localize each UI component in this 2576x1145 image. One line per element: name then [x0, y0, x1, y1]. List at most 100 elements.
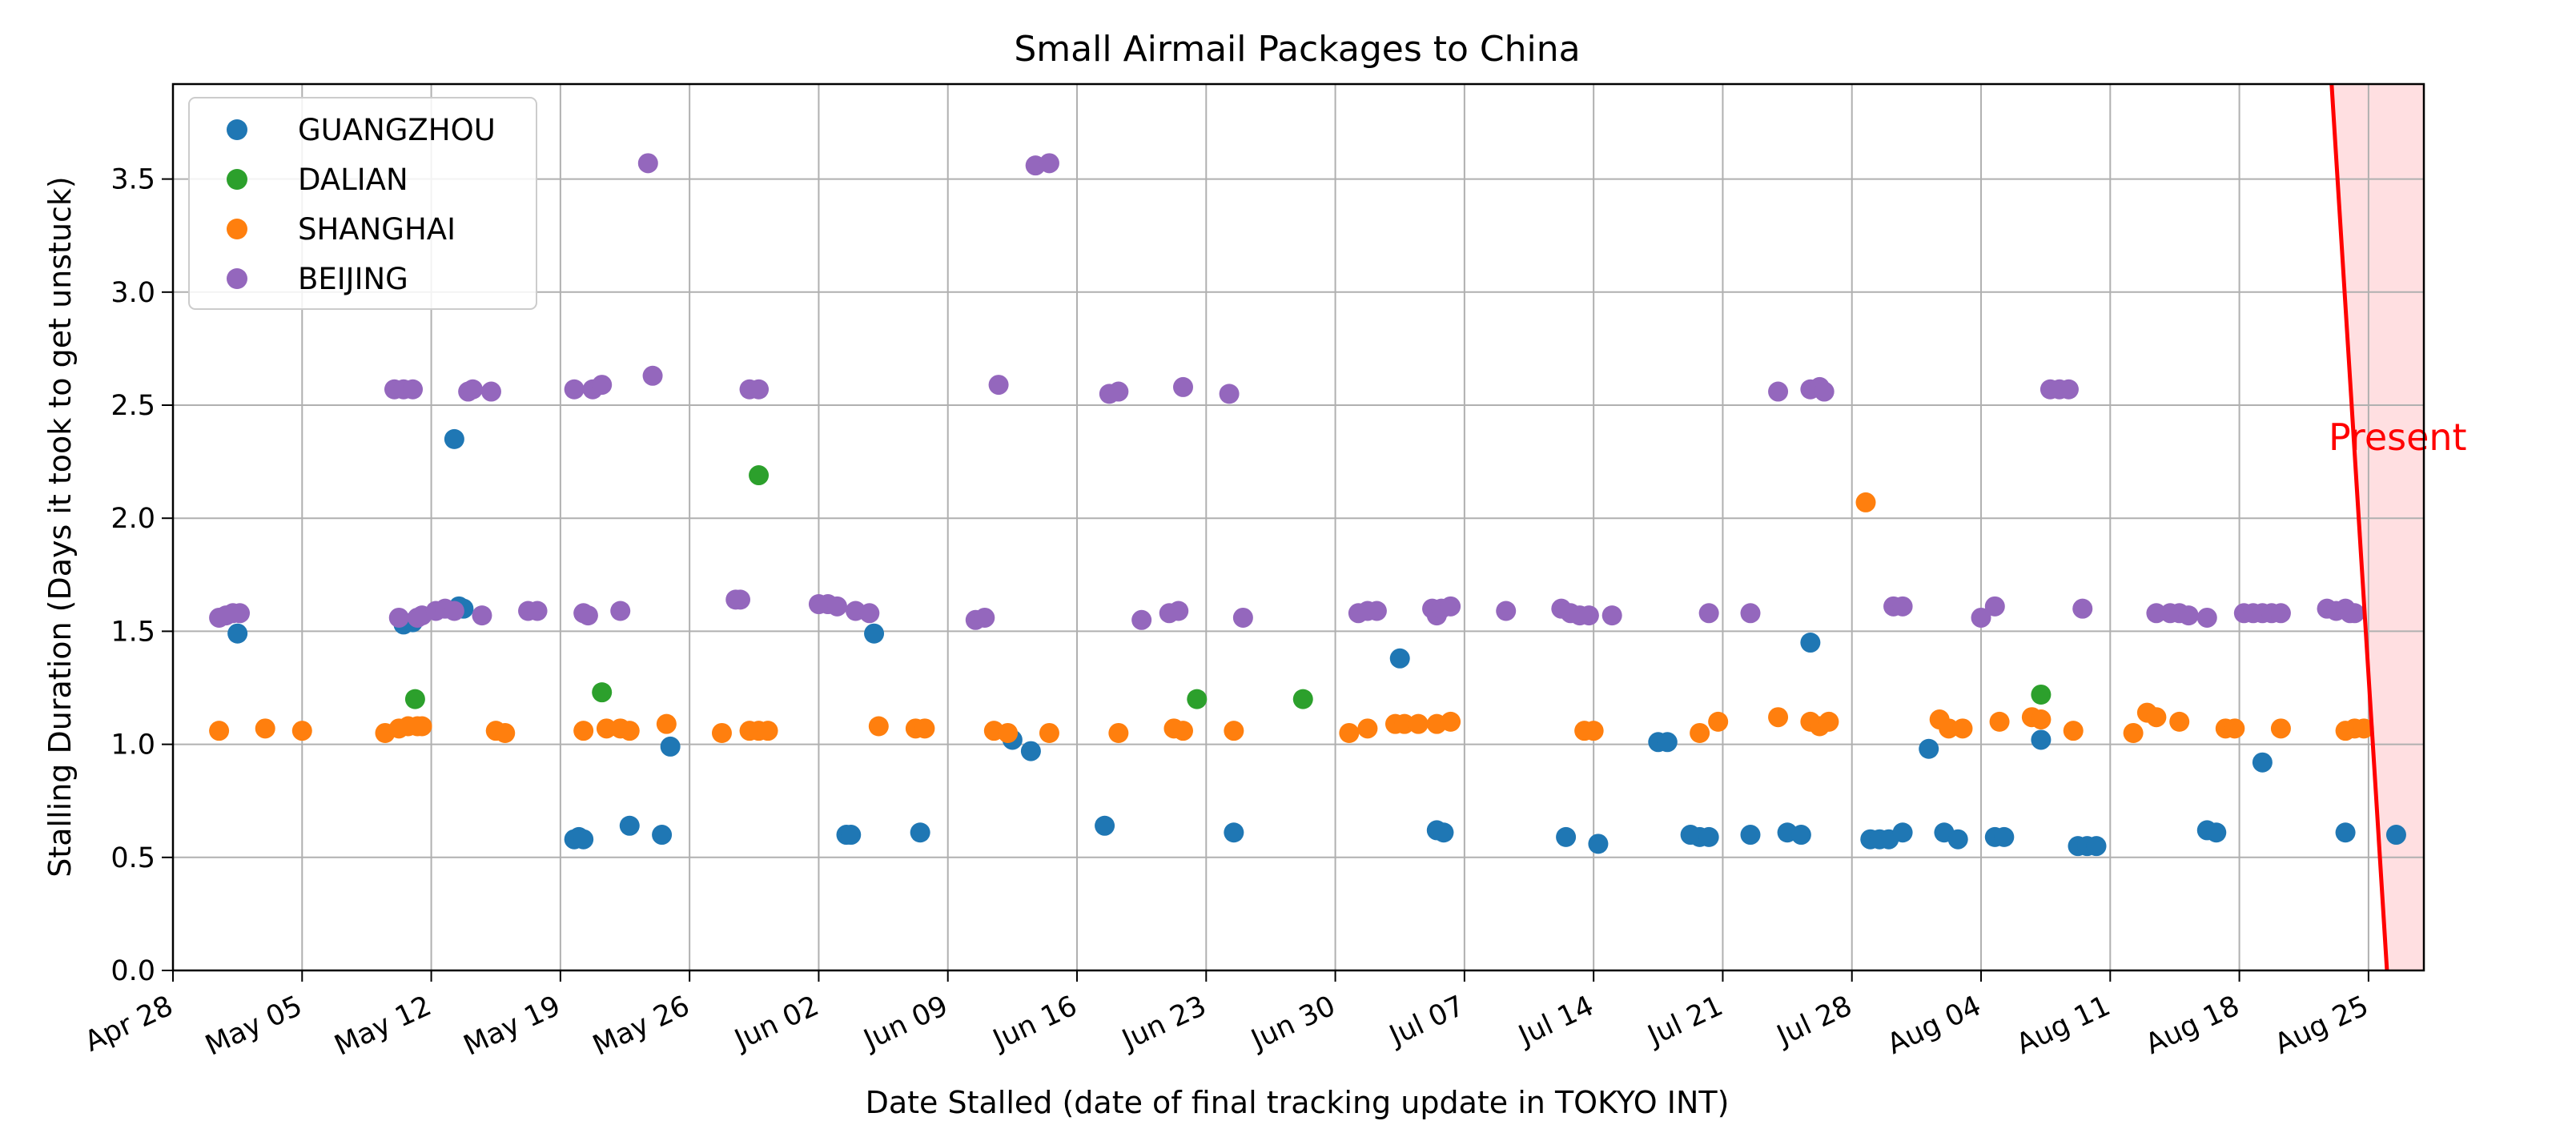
- data-point: [1952, 718, 1973, 739]
- data-point: [2353, 718, 2374, 739]
- legend-marker: [227, 219, 247, 239]
- data-point: [403, 379, 424, 400]
- data-point: [998, 722, 1019, 743]
- legend-label: DALIAN: [298, 163, 408, 197]
- data-point: [1971, 607, 1991, 628]
- data-point: [2206, 822, 2227, 843]
- data-point: [749, 379, 770, 400]
- data-point: [1939, 718, 1959, 739]
- data-point: [1818, 711, 1839, 732]
- present-region-layer: [2331, 84, 2424, 970]
- data-point: [462, 379, 483, 400]
- data-point: [1095, 815, 1115, 836]
- data-point: [480, 381, 501, 402]
- data-point: [2123, 722, 2144, 743]
- data-point: [1224, 822, 1244, 843]
- data-point: [592, 682, 613, 703]
- data-point: [1708, 711, 1729, 732]
- data-point: [910, 822, 930, 843]
- data-point: [230, 603, 251, 624]
- data-point: [592, 375, 613, 396]
- data-point: [1583, 721, 1604, 741]
- data-point: [2031, 709, 2052, 730]
- data-point: [1441, 711, 1461, 732]
- data-point: [1892, 822, 1913, 843]
- data-point: [1588, 834, 1609, 854]
- y-tick-label: 0.0: [111, 955, 155, 987]
- data-point: [711, 722, 732, 743]
- legend-marker: [227, 119, 247, 140]
- x-axis-label: Date Stalled (date of final tracking upd…: [866, 1085, 1730, 1120]
- y-tick-label: 3.5: [111, 164, 155, 196]
- data-point: [1994, 826, 2015, 847]
- data-point: [988, 375, 1009, 396]
- y-tick-label: 0.5: [111, 842, 155, 874]
- data-point: [2031, 729, 2052, 750]
- data-point: [1039, 722, 1059, 743]
- data-point: [444, 601, 464, 621]
- data-point: [404, 689, 425, 709]
- data-point: [2086, 836, 2107, 857]
- data-point: [1556, 826, 1577, 847]
- data-point: [1108, 722, 1129, 743]
- data-point: [573, 829, 594, 850]
- data-point: [660, 736, 681, 757]
- data-point: [1919, 738, 1939, 759]
- data-point: [1131, 609, 1152, 630]
- data-point: [841, 825, 862, 846]
- data-point: [1601, 605, 1622, 626]
- present-line: [2329, 83, 2389, 971]
- data-point: [1292, 689, 1313, 709]
- data-point: [1768, 707, 1789, 728]
- data-point: [2345, 603, 2365, 624]
- data-point: [1790, 825, 1811, 846]
- data-point: [2196, 607, 2217, 628]
- data-points: [209, 153, 2406, 857]
- data-point: [527, 601, 548, 621]
- legend-marker: [227, 169, 247, 190]
- data-point: [637, 153, 658, 174]
- series-dalian: [404, 465, 2052, 709]
- data-point: [227, 623, 248, 644]
- data-point: [2169, 711, 2190, 732]
- data-point: [1814, 381, 1835, 402]
- y-tick-label: 2.0: [111, 503, 155, 535]
- data-point: [1339, 722, 1360, 743]
- y-tick-label: 2.5: [111, 390, 155, 422]
- data-point: [1232, 607, 1253, 628]
- data-point: [1366, 601, 1387, 621]
- data-point: [868, 716, 889, 737]
- data-point: [1578, 605, 1599, 626]
- data-point: [1108, 381, 1129, 402]
- legend-label: BEIJING: [298, 262, 408, 296]
- data-point: [1187, 689, 1208, 709]
- data-point: [652, 825, 673, 846]
- data-point: [1219, 384, 1240, 404]
- data-point: [1657, 732, 1678, 753]
- y-tick-label: 3.0: [111, 277, 155, 309]
- legend: GUANGZHOU DALIAN SHANGHAI BEIJING: [188, 97, 537, 310]
- data-point: [577, 605, 598, 626]
- data-point: [2146, 603, 2167, 624]
- y-tick-label: 1.0: [111, 729, 155, 761]
- present-shaded-region: [2331, 84, 2424, 970]
- legend-label: GUANGZHOU: [298, 113, 496, 147]
- data-point: [444, 428, 464, 449]
- data-point: [1433, 822, 1454, 843]
- data-point: [1408, 713, 1429, 734]
- data-point: [1172, 376, 1193, 397]
- data-point: [1690, 722, 1710, 743]
- data-point: [1740, 825, 1761, 846]
- data-point: [1698, 826, 1719, 847]
- data-point: [1855, 492, 1876, 512]
- data-point: [642, 365, 663, 386]
- data-point: [2146, 707, 2167, 728]
- y-tick-label: 1.5: [111, 616, 155, 648]
- y-axis-label: Stalling Duration (Days it took to get u…: [42, 176, 78, 878]
- present-label: Present: [2329, 416, 2467, 459]
- legend-label: SHANGHAI: [298, 212, 456, 247]
- present-marker-layer: Present: [2329, 83, 2467, 971]
- data-point: [209, 721, 230, 741]
- data-point: [1740, 603, 1761, 624]
- data-point: [1768, 381, 1789, 402]
